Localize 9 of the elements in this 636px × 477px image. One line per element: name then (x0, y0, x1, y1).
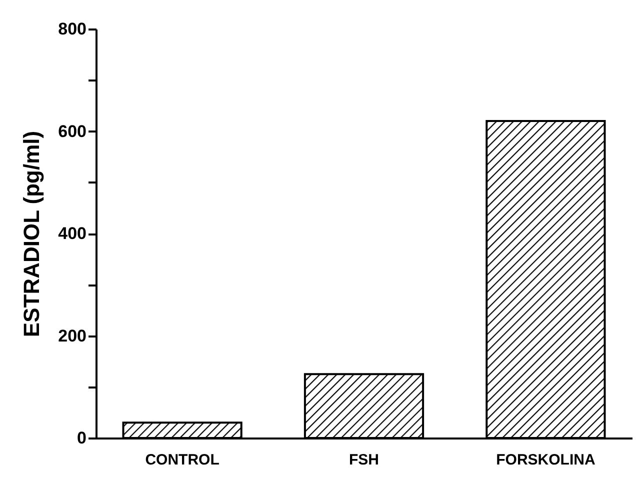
y-tick-label: 0 (77, 428, 86, 448)
y-tick-label: 400 (58, 224, 86, 243)
y-tick-label: 600 (58, 122, 86, 141)
x-tick-label: FSH (349, 452, 379, 468)
x-tick-label: CONTROL (145, 452, 220, 468)
y-tick-label: 200 (58, 326, 86, 346)
x-tick-label: FORSKOLINA (496, 452, 596, 468)
y-tick-label: 800 (58, 20, 86, 38)
y-axis-title: ESTRADIOL (pg/ml) (19, 130, 44, 338)
